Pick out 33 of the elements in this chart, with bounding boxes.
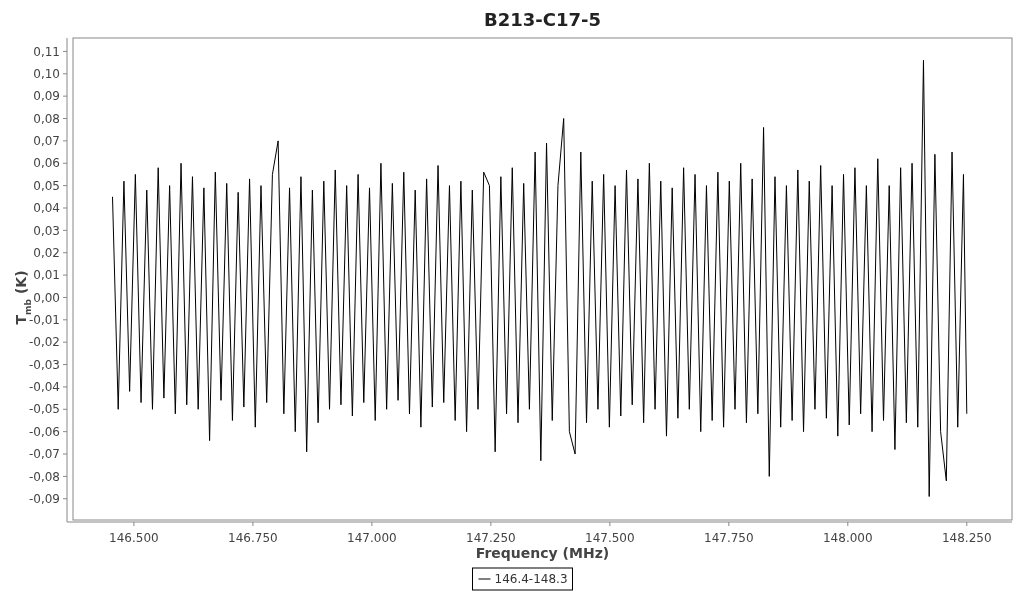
- x-tick-label: 147.000: [347, 531, 397, 545]
- y-tick-label: 0,00: [33, 290, 60, 305]
- legend-label: 146.4-148.3: [494, 572, 568, 587]
- y-tick-label: -0,06: [28, 424, 60, 439]
- y-tick-label: 0,05: [33, 178, 60, 193]
- y-tick-label: -0,04: [28, 380, 60, 395]
- y-tick-label: 0,04: [33, 201, 60, 216]
- y-tick-label: -0,09: [28, 491, 60, 506]
- y-tick-label: -0,08: [28, 469, 60, 484]
- y-tick-label: 0,06: [33, 156, 60, 171]
- line-series: [112, 59, 968, 498]
- y-tick-label: 0,03: [33, 223, 60, 238]
- y-tick-label: 0,08: [33, 111, 60, 126]
- x-tick-label: 147.500: [585, 531, 635, 545]
- y-tick-label: 0,07: [33, 134, 60, 149]
- y-tick-label: 0,02: [33, 245, 60, 260]
- x-tick-label: 146.500: [109, 531, 159, 545]
- y-tick-label: 0,10: [33, 66, 60, 81]
- chart-title: B213-C17-5: [483, 9, 602, 30]
- y-tick-label: -0,02: [28, 335, 60, 350]
- y-tick-label: 0,01: [33, 268, 60, 283]
- y-tick-label: 0,09: [33, 89, 60, 104]
- x-tick-label: 146.750: [228, 531, 278, 545]
- y-tick-label: 0,11: [33, 44, 60, 59]
- x-axis-title: Frequency (MHz): [475, 545, 610, 561]
- x-tick-label: 148.250: [941, 531, 992, 545]
- y-tick-label: -0,03: [28, 357, 60, 372]
- x-tick-label: 147.750: [704, 531, 754, 545]
- x-tick-label: 148.000: [822, 531, 873, 545]
- y-tick-label: -0,07: [28, 447, 60, 462]
- y-tick-label: -0,05: [28, 402, 60, 417]
- y-tick-label: -0,01: [28, 313, 60, 328]
- x-tick-label: 147.250: [466, 531, 516, 545]
